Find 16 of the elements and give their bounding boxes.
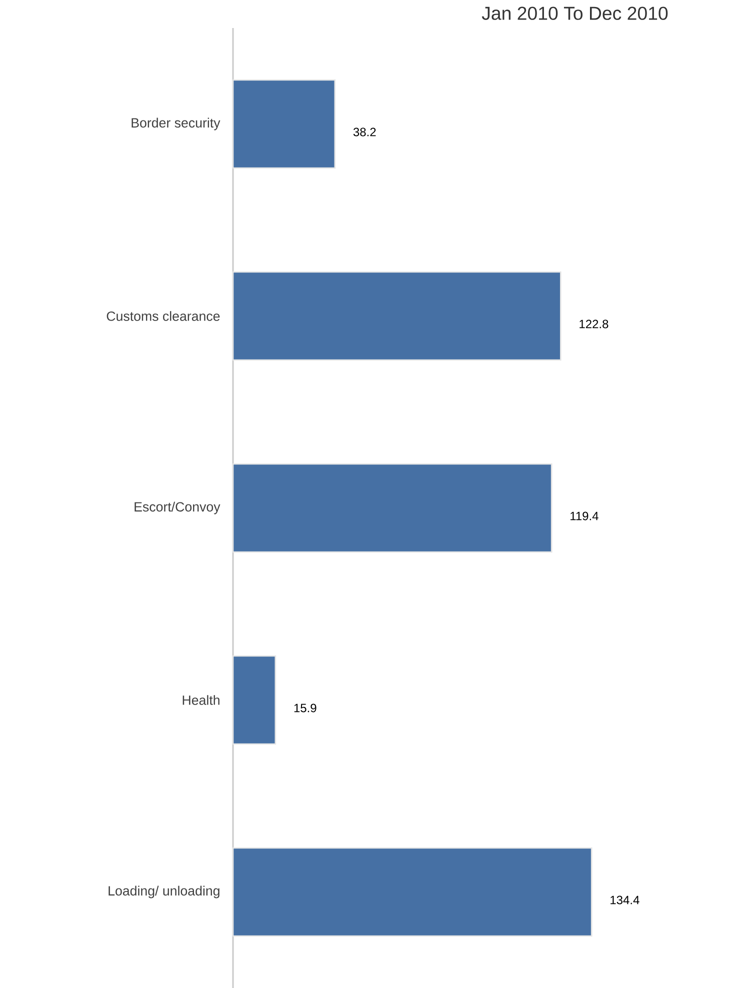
bar [232, 463, 552, 553]
data-label: 38.2 [353, 128, 376, 136]
y-tick-label: Border security [132, 118, 220, 130]
bar [232, 847, 592, 937]
y-tick-label: Escort/Convoy [134, 502, 220, 514]
data-label: 119.4 [570, 512, 598, 520]
bar [232, 655, 276, 745]
bar [232, 271, 562, 361]
y-tick-label: Health [182, 695, 220, 705]
bar [232, 79, 336, 169]
data-label: 122.8 [580, 320, 608, 328]
y-tick-label: Loading/ unloading [108, 886, 220, 898]
data-label: 15.9 [294, 704, 316, 712]
y-tick-label: Customs clearance [106, 311, 220, 321]
data-label: 134.4 [610, 896, 640, 904]
chart-title: Jan 2010 To Dec 2010 [482, 6, 668, 20]
